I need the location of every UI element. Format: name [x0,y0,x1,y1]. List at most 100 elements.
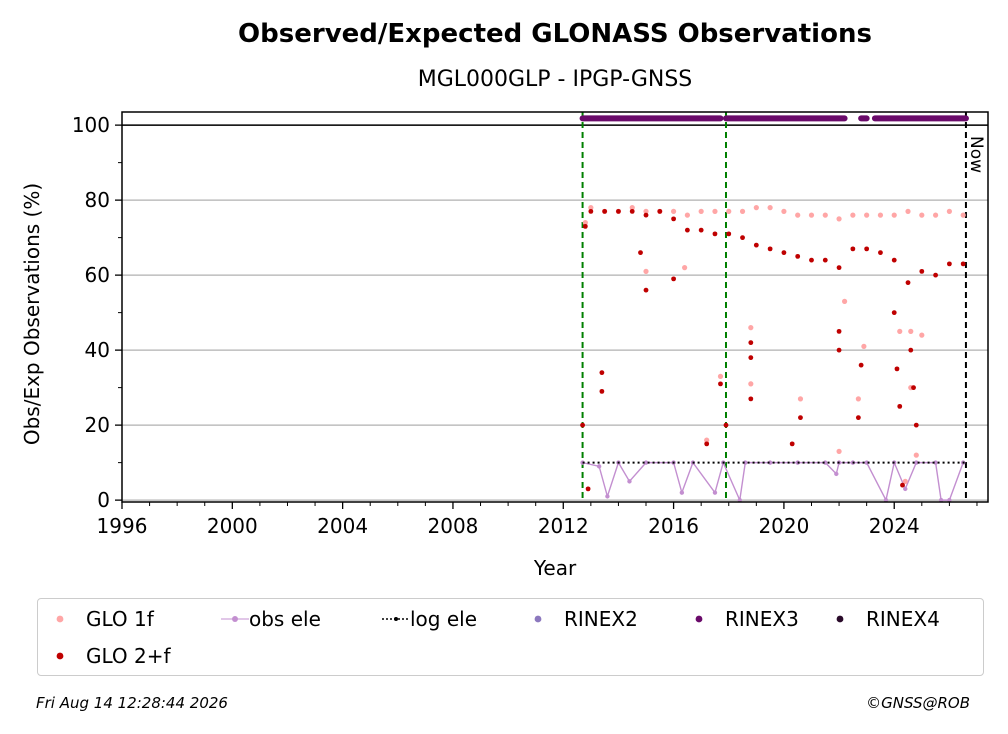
glo-2f-point [897,403,903,409]
glo-2f-point [781,250,787,256]
glo-2f-point [629,208,635,214]
glo-2f-point [836,265,842,271]
glo-2f-point [740,235,745,241]
glo-2f-point [946,261,952,267]
chart-subtitle: MGL000GLP - IPGP-GNSS [418,67,693,92]
footer-timestamp: Fri Aug 14 12:28:44 2026 [36,694,228,712]
x-tick-label: 2008 [428,514,479,538]
y-tick-label: 60 [85,263,110,287]
glo-2f-point [748,396,754,402]
glo-2f-point [582,223,588,229]
glo-1f-point [726,208,732,214]
glo-2f-point [599,370,605,376]
glo-1f-point [864,212,870,218]
glo-1f-point [841,298,848,304]
y-axis-label: Obs/Exp Observations (%) [20,183,44,445]
glo-1f-point [908,328,914,334]
glo-2f-point [809,257,814,263]
chart-title: Observed/Expected GLONASS Observations [238,19,872,49]
glo-2f-point [585,486,591,492]
glo-2f-point [588,208,594,214]
glo-1f-point [877,212,884,218]
glo-1f-point [913,452,919,458]
obs-ele-point [947,497,952,503]
glo-1f-point [822,212,828,218]
glo-2f-point [580,422,585,428]
glo-2f-point [836,347,842,353]
y-tick-label: 80 [85,188,110,212]
obs-ele-point [914,460,919,465]
glo-1f-point [781,208,787,214]
glo-2f-point [753,242,759,248]
now-label: Now [966,136,986,173]
glo-1f-point [946,208,952,214]
legend-marker-rinex2 [534,615,542,623]
glo-1f-point [850,212,856,218]
obs-ele-point [627,479,632,484]
glo-2f-point [698,227,704,233]
glo-2f-point [795,253,801,259]
glo-1f-point [588,205,594,211]
glo-1f-point [629,205,635,211]
glo-1f-point [698,208,704,214]
y-tick-label: 0 [97,488,110,512]
obs-ele-point [596,464,602,469]
obs-ele-point [883,497,889,503]
glo-1f-point [643,268,649,274]
glo-2f-point [911,385,916,391]
glo-1f-point [897,328,903,334]
glo-2f-point [960,261,966,267]
legend-label-glo-2f: GLO 2+f [86,644,171,668]
glo-2f-point [616,208,621,214]
x-axis-label: Year [533,556,577,580]
obs-ele-point [679,490,685,495]
glo-2f-point [671,276,676,282]
x-tick-label: 2004 [317,514,368,538]
glo-2f-point [891,310,897,316]
glo-1f-point [717,373,724,379]
x-tick-label: 2012 [538,514,589,538]
glo-1f-point [739,208,746,214]
glo-1f-point [836,448,842,454]
glo-1f-point [582,220,588,226]
glo-2f-point [789,441,795,447]
x-tick-label: 2000 [207,514,258,538]
glo-1f-point [836,216,842,222]
glo-1f-point [712,208,718,214]
obs-ele-point [933,460,938,465]
legend-label-rinex4: RINEX4 [866,607,940,631]
y-tick-label: 20 [85,413,110,437]
glo-2f-point [638,250,643,256]
glo-2f-point [718,381,723,387]
glo-1f-point [753,205,759,211]
glo-1f-point [919,212,925,218]
glo-1f-point [861,343,867,349]
obs-ele-point [767,460,773,465]
glo-2f-point [850,246,856,252]
glo-2f-point [712,231,718,237]
legend-label-obs-ele: obs ele [249,607,321,631]
glo-1f-point [682,265,688,271]
glo-2f-point [748,340,754,346]
x-tick-label: 1996 [97,514,148,538]
obs-ele-point [712,490,718,495]
glo-1f-point [795,212,801,218]
glo-1f-point [748,381,754,387]
glo-1f-point [767,205,773,211]
glo-1f-point [902,478,908,484]
obs-ele-point [737,497,742,503]
glo-1f-point [855,396,861,402]
legend-label-rinex2: RINEX2 [564,607,638,631]
glo-2f-point [919,268,925,274]
legend-marker-glo-2f [56,652,64,660]
glo-1f-point [670,208,677,214]
legend-marker-rinex4 [836,615,844,623]
x-tick-label: 2020 [758,514,809,538]
glo-2f-point [891,257,897,263]
obs-ele-point [864,460,869,465]
legend-label-glo-1f: GLO 1f [86,607,154,631]
glo-1f-point [643,208,649,214]
obs-ele-point [743,460,748,465]
legend-label-rinex3: RINEX3 [725,607,799,631]
obs-ele-point [643,460,649,465]
